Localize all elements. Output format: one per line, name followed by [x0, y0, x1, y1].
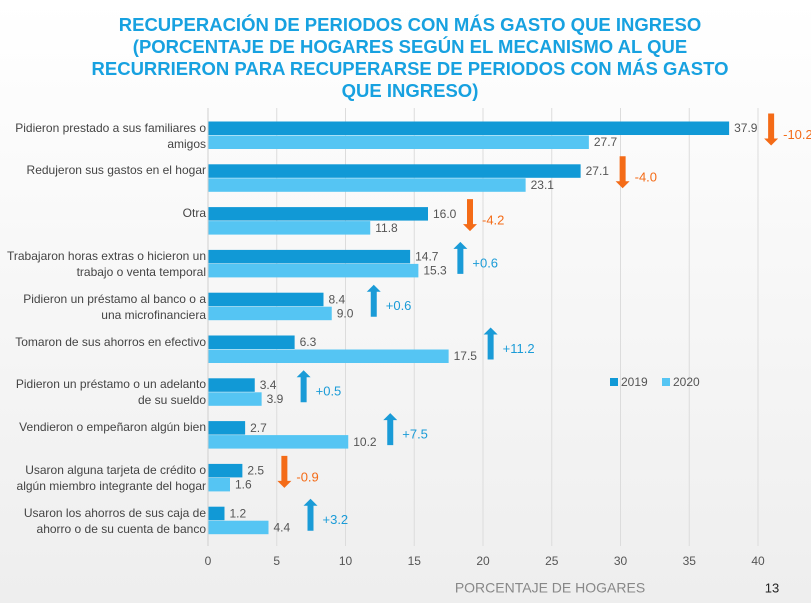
x-axis-label: PORCENTAJE DE HOGARES	[455, 580, 645, 596]
value-label: 23.1	[531, 178, 555, 192]
value-label: 9.0	[337, 306, 354, 320]
y-tick-label: Usaron los ahorros de sus caja de ahorro…	[23, 505, 206, 536]
bar	[208, 263, 419, 278]
change-arrow	[453, 241, 468, 274]
value-label: 2.7	[250, 421, 267, 435]
change-label: -10.2	[783, 127, 811, 142]
y-tick-label: Trabajaron horas extras o hicieron un tr…	[7, 248, 206, 279]
value-label: 1.2	[230, 506, 247, 520]
change-label: +0.5	[316, 384, 342, 399]
legend-label: 2019	[621, 375, 648, 389]
change-arrow	[764, 113, 779, 146]
bar	[208, 121, 730, 135]
bar	[208, 207, 428, 221]
value-label: 15.3	[423, 264, 447, 278]
x-tick-label: 25	[545, 554, 559, 568]
y-tick-label: Pidieron un préstamo al banco o a una mi…	[23, 291, 206, 322]
bar	[208, 335, 295, 349]
x-tick-label: 35	[683, 554, 697, 568]
x-tick-label: 15	[408, 554, 422, 568]
value-label: 17.5	[454, 349, 478, 363]
bar	[208, 164, 581, 178]
bar	[208, 221, 371, 235]
x-tick-label: 30	[614, 554, 628, 568]
value-label: 1.6	[235, 478, 252, 492]
chart-title: RECUPERACIÓN DE PERIODOS CON MÁS GASTO Q…	[118, 14, 702, 35]
bar	[208, 506, 225, 521]
value-label: 4.4	[274, 520, 291, 534]
change-arrow	[277, 455, 292, 488]
change-arrow	[483, 327, 498, 360]
value-label: 11.8	[375, 221, 398, 235]
page-number: 13	[765, 580, 779, 595]
bar	[208, 306, 332, 321]
change-label: +0.6	[472, 255, 498, 270]
change-arrow	[303, 498, 318, 531]
value-label: 2.5	[247, 464, 264, 478]
x-tick-label: 5	[273, 554, 280, 568]
change-label: -0.9	[296, 469, 318, 484]
value-label: 6.3	[300, 335, 317, 349]
x-tick-label: 10	[339, 554, 353, 568]
value-label: 14.7	[415, 250, 439, 264]
x-tick-label: 20	[476, 554, 490, 568]
bar	[208, 178, 526, 192]
y-tick-label: Redujeron sus gastos en el hogar	[26, 163, 206, 178]
y-tick-label: Pidieron prestado a sus familiares o ami…	[15, 120, 206, 151]
value-label: 37.9	[734, 121, 758, 135]
value-label: 27.7	[594, 135, 618, 149]
value-label: 27.1	[586, 164, 610, 178]
bar	[208, 463, 243, 478]
change-label: +7.5	[402, 427, 428, 442]
y-tick-label: Otra	[182, 206, 206, 221]
legend-label: 2020	[673, 375, 700, 389]
value-label: 10.2	[353, 435, 377, 449]
bar	[208, 435, 349, 449]
legend-swatch	[662, 378, 670, 386]
bar	[208, 378, 255, 392]
bar	[208, 349, 449, 363]
x-tick-label: 40	[751, 554, 765, 568]
change-arrow	[383, 413, 398, 446]
bar	[208, 520, 269, 535]
change-label: +3.2	[323, 512, 349, 527]
bar	[208, 249, 411, 264]
bar	[208, 477, 230, 492]
change-arrow	[296, 370, 311, 403]
value-label: 8.4	[329, 292, 346, 306]
change-arrow	[463, 199, 477, 232]
change-arrow	[615, 156, 630, 189]
bar	[208, 135, 589, 149]
y-tick-label: Vendieron o empeñaron algún bien	[19, 420, 206, 435]
value-label: 3.9	[267, 392, 284, 406]
legend-swatch	[610, 378, 618, 386]
bar	[208, 421, 246, 435]
y-tick-label: Pidieron un préstamo o un adelanto de su…	[15, 377, 206, 408]
value-label: 3.4	[260, 378, 277, 392]
bar	[208, 392, 262, 406]
change-label: -4.2	[482, 213, 504, 228]
change-label: +0.6	[386, 298, 412, 313]
y-tick-label: Usaron alguna tarjeta de crédito o algún…	[16, 462, 206, 493]
value-label: 16.0	[433, 207, 457, 221]
x-tick-label: 0	[205, 554, 212, 568]
chart-subtitle: (PORCENTAJE DE HOGARES SEGÚN EL MECANISM…	[91, 36, 729, 101]
change-arrow	[366, 284, 381, 317]
bar	[208, 292, 324, 307]
change-label: -4.0	[635, 170, 657, 185]
y-tick-label: Tomaron de sus ahorros en efectivo	[15, 334, 206, 349]
change-label: +11.2	[503, 341, 535, 356]
